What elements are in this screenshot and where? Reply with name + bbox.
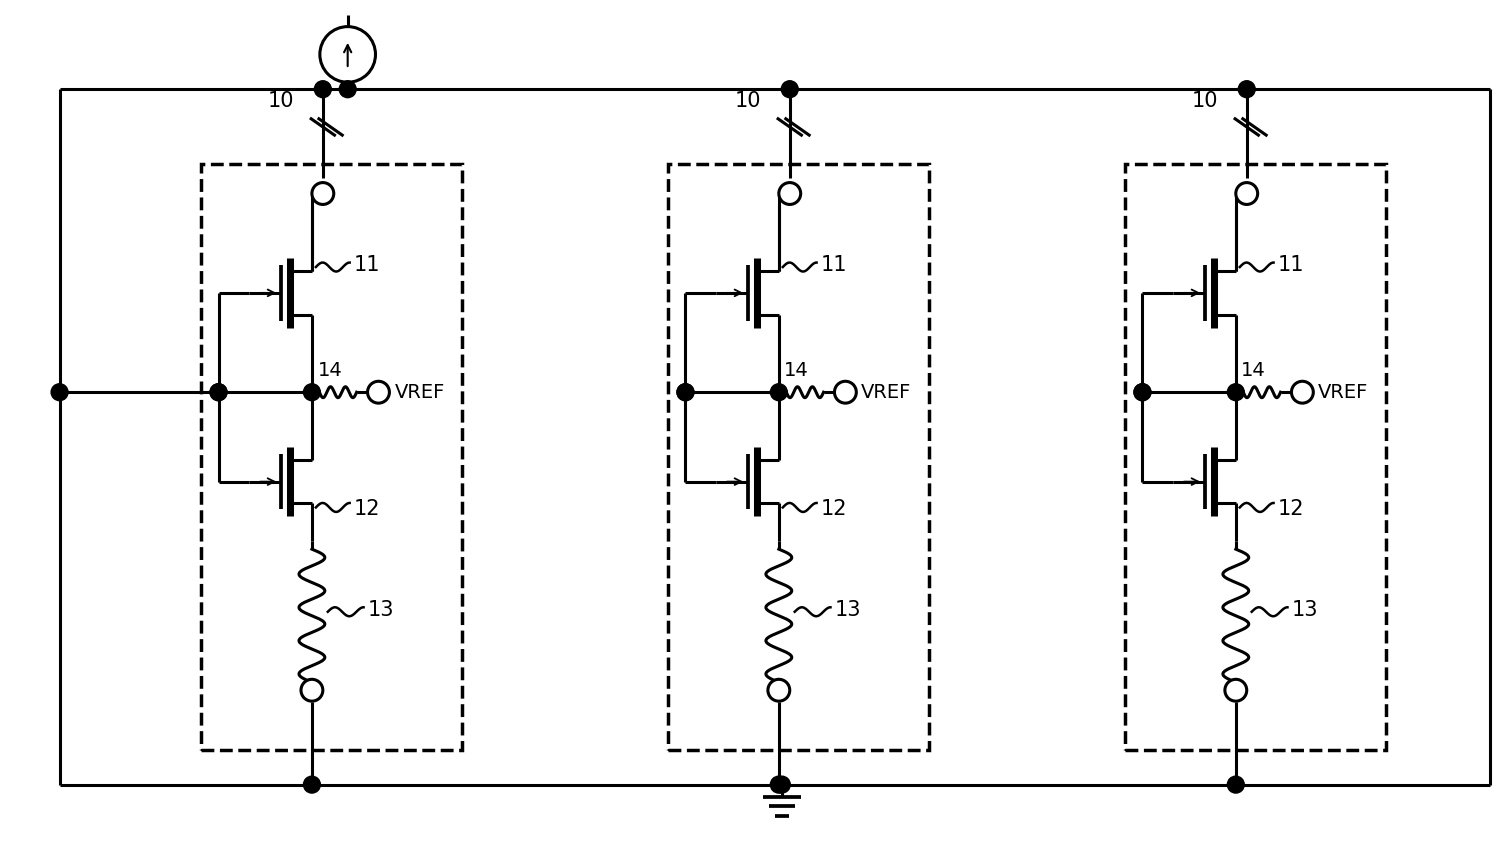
- Circle shape: [1227, 776, 1244, 793]
- Text: 10: 10: [735, 91, 761, 111]
- Text: VREF: VREF: [395, 383, 444, 401]
- Circle shape: [771, 384, 788, 401]
- Circle shape: [339, 80, 355, 97]
- Circle shape: [367, 381, 390, 403]
- Circle shape: [782, 80, 798, 97]
- Circle shape: [1236, 183, 1258, 204]
- Circle shape: [834, 381, 857, 403]
- Circle shape: [312, 183, 334, 204]
- Text: 12: 12: [821, 500, 846, 519]
- Text: 11: 11: [354, 255, 380, 275]
- Circle shape: [768, 679, 789, 701]
- Text: 13: 13: [367, 600, 395, 620]
- Circle shape: [209, 384, 227, 401]
- Circle shape: [1134, 384, 1151, 401]
- Circle shape: [301, 679, 322, 701]
- Circle shape: [1227, 384, 1244, 401]
- Text: 11: 11: [1277, 255, 1304, 275]
- Circle shape: [1238, 80, 1254, 97]
- Text: 11: 11: [821, 255, 846, 275]
- Circle shape: [774, 776, 791, 793]
- Circle shape: [779, 183, 801, 204]
- Text: 12: 12: [354, 500, 380, 519]
- Text: 14: 14: [785, 361, 809, 379]
- Text: 12: 12: [1277, 500, 1304, 519]
- Circle shape: [51, 384, 68, 401]
- Bar: [667, 163, 929, 750]
- Circle shape: [678, 384, 694, 401]
- Text: VREF: VREF: [1318, 383, 1369, 401]
- Text: VREF: VREF: [861, 383, 911, 401]
- Circle shape: [304, 384, 321, 401]
- Bar: [1125, 163, 1386, 750]
- Text: 13: 13: [1292, 600, 1318, 620]
- Circle shape: [209, 384, 227, 401]
- Circle shape: [1134, 384, 1151, 401]
- Bar: [200, 163, 462, 750]
- Circle shape: [304, 776, 321, 793]
- Text: 14: 14: [1241, 361, 1267, 379]
- Text: 13: 13: [834, 600, 861, 620]
- Circle shape: [771, 776, 788, 793]
- Circle shape: [1292, 381, 1313, 403]
- Text: 10: 10: [1191, 91, 1218, 111]
- Circle shape: [678, 384, 694, 401]
- Circle shape: [315, 80, 331, 97]
- Text: 14: 14: [318, 361, 342, 379]
- Circle shape: [1224, 679, 1247, 701]
- Text: 10: 10: [268, 91, 294, 111]
